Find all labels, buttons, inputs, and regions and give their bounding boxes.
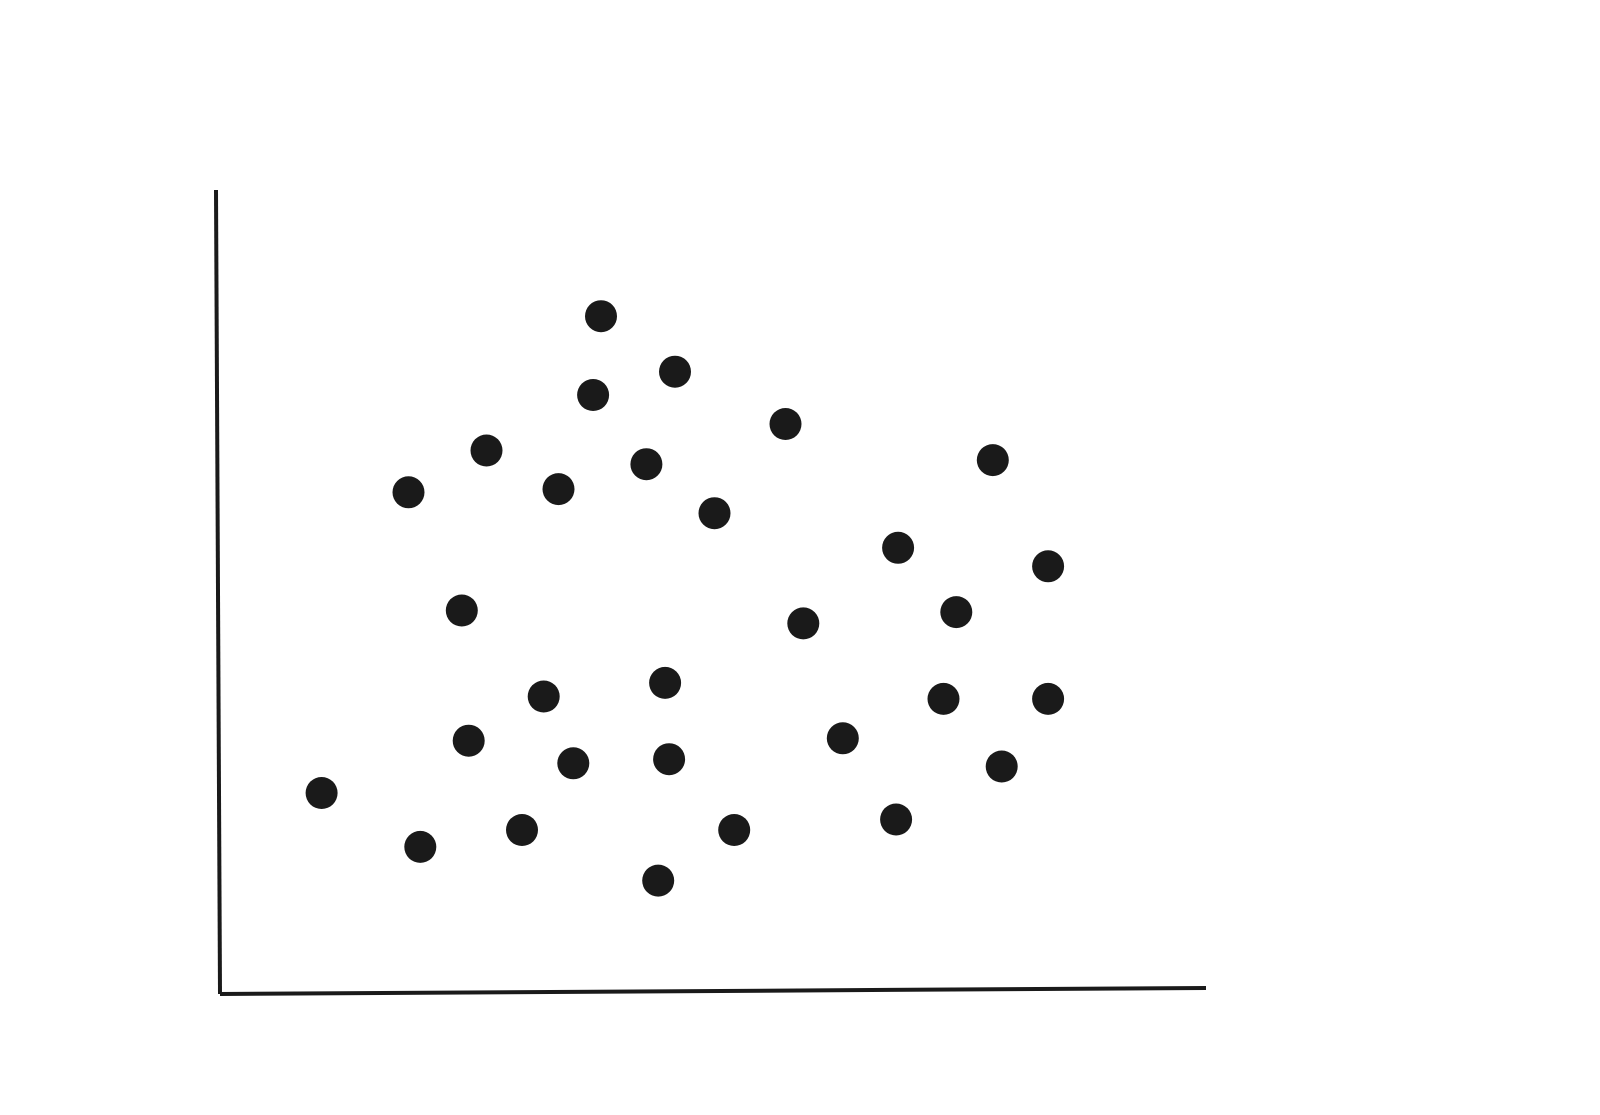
scatter-point-26 — [404, 830, 437, 863]
scatter-point-29 — [880, 803, 913, 836]
scatter-point-22 — [653, 743, 686, 776]
scatter-point-15 — [940, 596, 973, 629]
scatter-point-17 — [527, 680, 560, 713]
scatter-point-10 — [976, 444, 1009, 477]
scatter-point-7 — [392, 476, 425, 509]
y-axis-line — [214, 189, 222, 995]
scatter-point-25 — [305, 777, 338, 809]
scatter-point-24 — [985, 750, 1018, 783]
scatter-point-23 — [826, 722, 859, 755]
scatter-point-16 — [649, 666, 682, 699]
scatter-point-19 — [1032, 682, 1065, 715]
data-points — [305, 300, 1065, 897]
scatter-point-21 — [557, 747, 590, 780]
scatter-point-30 — [642, 864, 675, 897]
scatter-point-27 — [506, 814, 538, 846]
x-axis-line — [219, 986, 1207, 996]
scatter-point-18 — [927, 682, 960, 715]
scatter-point-12 — [1032, 550, 1065, 583]
scatter-point-5 — [470, 434, 503, 467]
scatter-point-9 — [698, 497, 731, 530]
scatter-point-8 — [542, 473, 575, 506]
scatter-point-14 — [787, 607, 820, 640]
scatter-point-20 — [452, 724, 485, 757]
scatter-point-3 — [577, 379, 610, 411]
scatter-point-6 — [630, 448, 663, 481]
scatter-point-11 — [882, 531, 915, 564]
scatter-point-13 — [445, 594, 478, 627]
scatter-point-28 — [718, 814, 751, 846]
scatter-point-1 — [585, 300, 617, 333]
scatter-point-2 — [659, 355, 691, 388]
scatter-point-4 — [769, 408, 802, 440]
